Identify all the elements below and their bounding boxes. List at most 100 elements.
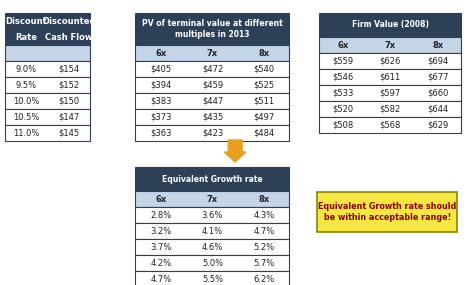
Text: $154: $154 — [58, 64, 79, 74]
FancyBboxPatch shape — [136, 271, 290, 285]
FancyBboxPatch shape — [319, 69, 461, 85]
Text: Firm Value (2008): Firm Value (2008) — [352, 21, 428, 30]
Text: 5.2%: 5.2% — [253, 243, 274, 251]
Text: $559: $559 — [332, 56, 353, 66]
FancyBboxPatch shape — [136, 255, 290, 271]
Text: $629: $629 — [427, 121, 448, 129]
Text: 10.5%: 10.5% — [13, 113, 39, 121]
FancyBboxPatch shape — [317, 192, 457, 232]
Text: 4.7%: 4.7% — [150, 274, 172, 284]
FancyBboxPatch shape — [319, 37, 461, 53]
Text: 4.1%: 4.1% — [202, 227, 223, 235]
Text: $644: $644 — [427, 105, 448, 113]
Text: 9.5%: 9.5% — [16, 80, 37, 89]
FancyBboxPatch shape — [5, 125, 90, 141]
Text: 5.0%: 5.0% — [202, 258, 223, 268]
Text: $484: $484 — [253, 129, 274, 137]
FancyBboxPatch shape — [136, 77, 290, 93]
Text: $511: $511 — [253, 97, 274, 105]
Text: $383: $383 — [150, 97, 172, 105]
FancyBboxPatch shape — [319, 53, 461, 69]
Text: $150: $150 — [58, 97, 79, 105]
Text: $472: $472 — [202, 64, 223, 74]
FancyBboxPatch shape — [136, 223, 290, 239]
FancyBboxPatch shape — [136, 13, 290, 45]
Text: 5.7%: 5.7% — [253, 258, 274, 268]
Text: $597: $597 — [380, 89, 401, 97]
FancyBboxPatch shape — [319, 85, 461, 101]
Text: $694: $694 — [427, 56, 448, 66]
Text: 3.7%: 3.7% — [150, 243, 172, 251]
Text: PV of terminal value at different
multiples in 2013: PV of terminal value at different multip… — [142, 19, 283, 39]
FancyArrow shape — [224, 140, 246, 162]
Text: 4.3%: 4.3% — [253, 211, 274, 219]
Text: 7x: 7x — [384, 40, 396, 50]
Text: $497: $497 — [253, 113, 274, 121]
Text: 7x: 7x — [207, 48, 218, 58]
Text: 3.2%: 3.2% — [150, 227, 172, 235]
Text: $405: $405 — [151, 64, 172, 74]
Text: $373: $373 — [150, 113, 172, 121]
Text: 4.7%: 4.7% — [253, 227, 274, 235]
Text: $520: $520 — [332, 105, 353, 113]
Text: 6.2%: 6.2% — [253, 274, 274, 284]
Text: 11.0%: 11.0% — [13, 129, 39, 137]
Text: 8x: 8x — [258, 48, 269, 58]
FancyBboxPatch shape — [5, 13, 90, 45]
Text: $677: $677 — [427, 72, 448, 82]
Text: $626: $626 — [380, 56, 401, 66]
Text: $435: $435 — [202, 113, 223, 121]
Text: 9.0%: 9.0% — [16, 64, 37, 74]
Text: 6x: 6x — [155, 48, 167, 58]
FancyBboxPatch shape — [136, 239, 290, 255]
FancyBboxPatch shape — [136, 191, 290, 207]
FancyBboxPatch shape — [136, 167, 290, 191]
FancyBboxPatch shape — [319, 13, 461, 37]
Text: $447: $447 — [202, 97, 223, 105]
FancyBboxPatch shape — [136, 93, 290, 109]
FancyBboxPatch shape — [5, 77, 90, 93]
Text: Discount: Discount — [5, 17, 47, 25]
Text: $147: $147 — [58, 113, 79, 121]
Text: 10.0%: 10.0% — [13, 97, 39, 105]
Text: Equivalent Growth rate: Equivalent Growth rate — [162, 174, 263, 184]
Text: Discounted: Discounted — [42, 17, 95, 25]
Text: 6x: 6x — [155, 194, 167, 203]
FancyBboxPatch shape — [136, 207, 290, 223]
Text: $525: $525 — [253, 80, 274, 89]
Text: $363: $363 — [150, 129, 172, 137]
Text: $145: $145 — [58, 129, 79, 137]
Text: $508: $508 — [332, 121, 354, 129]
FancyBboxPatch shape — [5, 93, 90, 109]
Text: $459: $459 — [202, 80, 223, 89]
Text: Cash Flow: Cash Flow — [45, 32, 92, 42]
FancyBboxPatch shape — [5, 45, 90, 61]
Text: $546: $546 — [332, 72, 354, 82]
Text: $582: $582 — [380, 105, 401, 113]
FancyBboxPatch shape — [319, 117, 461, 133]
Text: 5.5%: 5.5% — [202, 274, 223, 284]
Text: 3.6%: 3.6% — [202, 211, 223, 219]
Text: 2.8%: 2.8% — [150, 211, 172, 219]
Text: 6x: 6x — [337, 40, 348, 50]
Text: $152: $152 — [58, 80, 79, 89]
Text: $394: $394 — [150, 80, 172, 89]
Text: Equivalent Growth rate should
be within acceptable range!: Equivalent Growth rate should be within … — [318, 201, 456, 222]
FancyBboxPatch shape — [136, 109, 290, 125]
Text: 4.2%: 4.2% — [151, 258, 172, 268]
FancyBboxPatch shape — [5, 61, 90, 77]
FancyBboxPatch shape — [136, 45, 290, 61]
Text: 4.6%: 4.6% — [202, 243, 223, 251]
FancyBboxPatch shape — [136, 61, 290, 77]
Text: 7x: 7x — [207, 194, 218, 203]
Text: 8x: 8x — [258, 194, 269, 203]
FancyBboxPatch shape — [136, 125, 290, 141]
Text: $533: $533 — [332, 89, 354, 97]
Text: 8x: 8x — [432, 40, 443, 50]
FancyBboxPatch shape — [5, 109, 90, 125]
Text: $660: $660 — [427, 89, 448, 97]
Text: Rate: Rate — [15, 32, 37, 42]
Text: $540: $540 — [253, 64, 274, 74]
Text: $423: $423 — [202, 129, 223, 137]
Text: $568: $568 — [380, 121, 401, 129]
